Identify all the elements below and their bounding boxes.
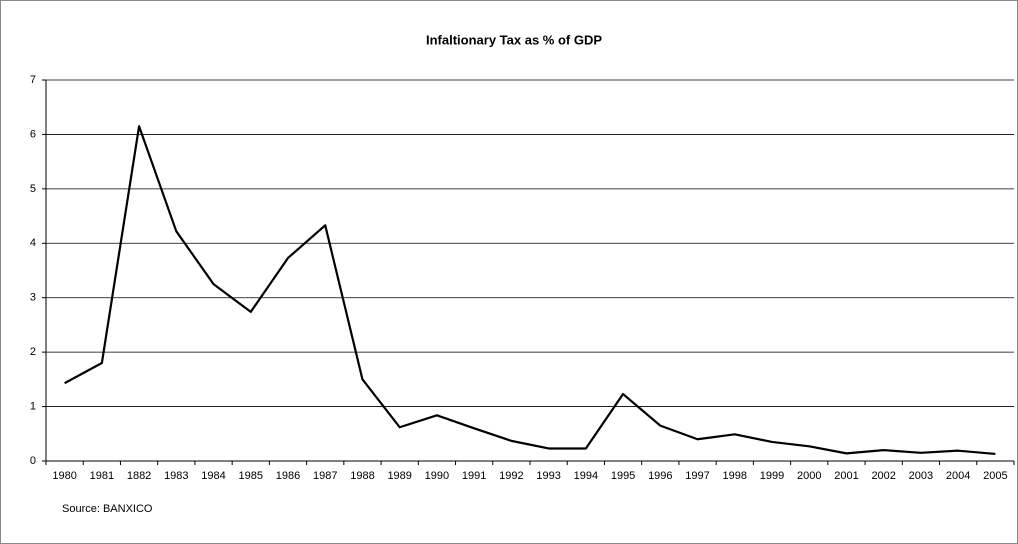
x-tick-label: 1992 — [499, 470, 523, 482]
x-tick-label: 1985 — [239, 470, 263, 482]
x-tick-label: 2001 — [834, 470, 858, 482]
x-tick-label: 1981 — [90, 470, 114, 482]
source-note: Source: BANXICO — [62, 503, 153, 515]
x-tick-label: 2003 — [909, 470, 933, 482]
x-tick-label: 1994 — [574, 470, 598, 482]
x-tick-label: 1986 — [276, 470, 300, 482]
y-tick-label: 6 — [30, 128, 36, 140]
y-tick-label: 7 — [30, 74, 36, 86]
y-tick-label: 3 — [30, 292, 36, 304]
y-tick-label: 4 — [30, 237, 36, 249]
y-tick-label: 2 — [30, 346, 36, 358]
x-tick-label: 1999 — [760, 470, 784, 482]
x-tick-label: 2000 — [797, 470, 821, 482]
y-tick-label: 1 — [30, 400, 36, 412]
x-tick-label: 1983 — [164, 470, 188, 482]
x-tick-label: 1995 — [611, 470, 635, 482]
x-tick-label: 1988 — [350, 470, 374, 482]
x-tick-label: 1882 — [127, 470, 151, 482]
x-tick-label: 1987 — [313, 470, 337, 482]
x-tick-label: 1980 — [52, 470, 76, 482]
x-tick-label: 2002 — [871, 470, 895, 482]
y-tick-label: 0 — [30, 455, 36, 467]
x-tick-label: 1993 — [536, 470, 560, 482]
x-tick-label: 2004 — [946, 470, 970, 482]
x-tick-label: 1996 — [648, 470, 672, 482]
x-tick-label: 1991 — [462, 470, 486, 482]
chart-title: Infaltionary Tax as % of GDP — [426, 32, 602, 47]
x-tick-label: 1998 — [723, 470, 747, 482]
x-tick-label: 1997 — [685, 470, 709, 482]
y-tick-label: 5 — [30, 183, 36, 195]
data-line — [64, 125, 996, 456]
x-tick-label: 1989 — [387, 470, 411, 482]
x-tick-label: 1990 — [425, 470, 449, 482]
x-tick-label: 2005 — [983, 470, 1007, 482]
x-tick-label: 1984 — [201, 470, 225, 482]
